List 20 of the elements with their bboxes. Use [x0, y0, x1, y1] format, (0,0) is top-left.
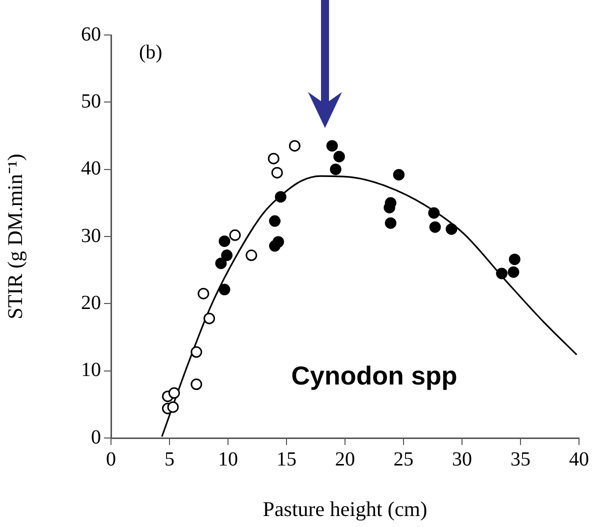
y-tick-label: 20 — [81, 292, 101, 314]
x-axis-title: Pasture height (cm) — [262, 496, 428, 521]
y-axis-title: STIR (g DM.min⁻¹) — [3, 154, 28, 320]
x-tick-label: 10 — [218, 448, 238, 470]
x-tick-label: 30 — [452, 448, 472, 470]
y-tick-label: 50 — [81, 90, 101, 112]
y-tick-label: 40 — [81, 158, 101, 180]
x-tick-label: 25 — [394, 448, 414, 470]
y-tick-label: 30 — [81, 224, 101, 247]
x-tick-label: 5 — [164, 448, 174, 470]
x-tick-label: 0 — [106, 448, 116, 470]
annotation: Cynodon spp — [291, 360, 458, 390]
x-tick-label: 40 — [569, 448, 589, 470]
x-tick-label: 35 — [510, 448, 530, 470]
annotation: (b) — [139, 41, 162, 64]
y-tick-label: 0 — [91, 426, 101, 448]
x-tick-label: 15 — [276, 448, 296, 470]
y-tick-label: 10 — [81, 359, 101, 382]
y-tick-label: 60 — [81, 23, 101, 46]
x-tick-label: 20 — [335, 448, 355, 470]
